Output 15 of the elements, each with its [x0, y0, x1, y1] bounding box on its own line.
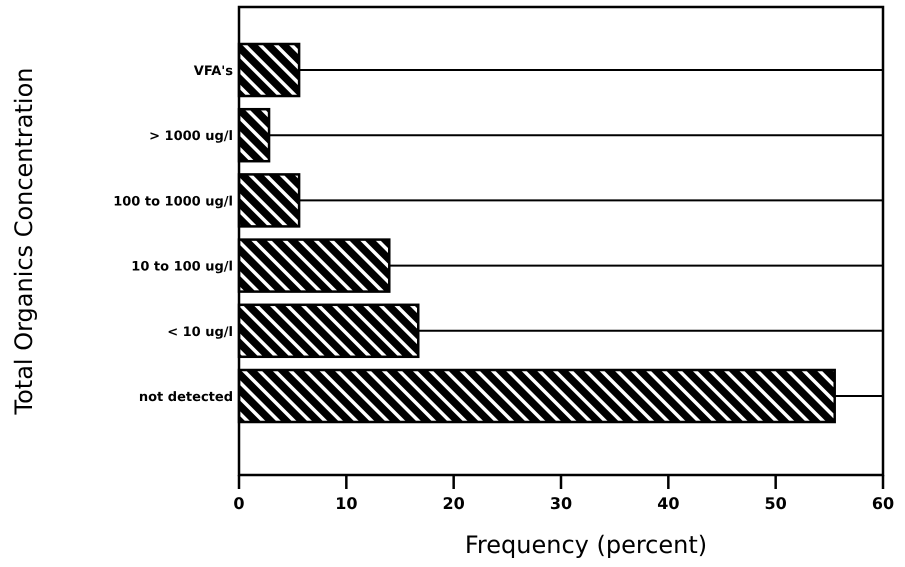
x-tick-label: 60 — [872, 494, 894, 513]
y-tick-label: 10 to 100 ug/l — [131, 260, 233, 275]
y-tick-label: VFA's — [194, 64, 234, 79]
y-tick-label: > 1000 ug/l — [149, 129, 233, 144]
x-tick-label: 20 — [442, 494, 465, 513]
x-tick-label: 50 — [764, 494, 787, 513]
x-tick-label: 40 — [657, 494, 680, 513]
y-tick-label: 100 to 1000 ug/l — [113, 194, 233, 210]
x-tick-label: 10 — [335, 494, 358, 513]
x-tick-label: 30 — [550, 494, 572, 513]
y-tick-label: not detected — [138, 390, 233, 405]
y-tick-label: < 10 ug/l — [167, 324, 233, 340]
x-axis-title: Frequency (percent) — [464, 531, 708, 559]
y-axis-title: Total Organics Concentration — [10, 68, 38, 416]
x-tick-label: 0 — [233, 494, 245, 513]
